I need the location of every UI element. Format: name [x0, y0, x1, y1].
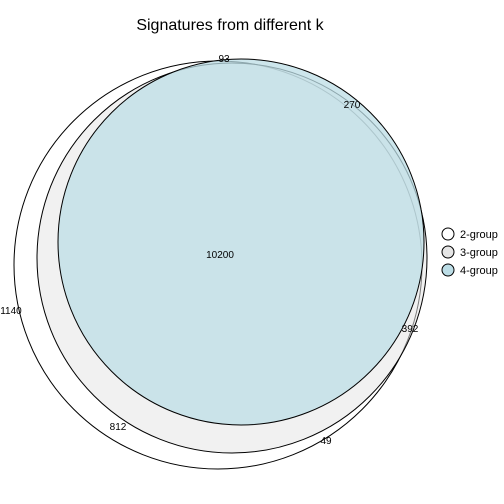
region-label-2: 10200	[206, 250, 234, 261]
region-label-1: 270	[344, 100, 361, 111]
region-label-6: 49	[320, 436, 332, 447]
region-label-5: 812	[110, 422, 127, 433]
legend-label-4-group: 4-group	[460, 265, 498, 277]
legend-swatch-2-group	[442, 228, 454, 240]
region-label-3: 1140	[0, 306, 22, 317]
set-circle-4-group	[58, 59, 424, 425]
region-label-0: 93	[218, 54, 230, 65]
chart-title: Signatures from different k	[136, 17, 324, 34]
legend-label-2-group: 2-group	[460, 229, 498, 241]
legend-label-3-group: 3-group	[460, 247, 498, 259]
region-label-4: 392	[402, 324, 419, 335]
legend-swatch-4-group	[442, 264, 454, 276]
venn-diagram: 93 270 10200 1140 392 812 49 Signatures from di…	[0, 0, 504, 504]
legend-swatch-3-group	[442, 246, 454, 258]
